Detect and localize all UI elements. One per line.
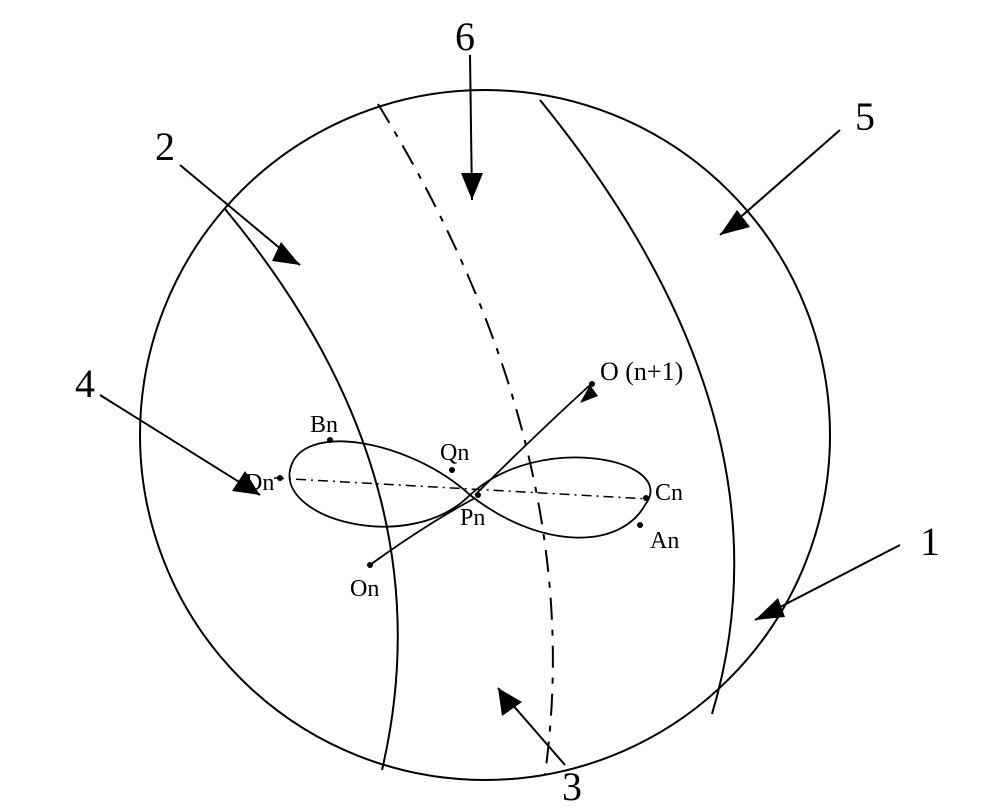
lbl-Cn: Cn — [655, 480, 683, 506]
point-labels: Bn Dn Qn Pn Cn An On O (n+1) — [245, 357, 683, 602]
arc-dashed — [378, 104, 553, 774]
callout-4: 4 — [75, 361, 260, 495]
lbl-On1: O (n+1) — [600, 357, 683, 386]
lbl-An: An — [650, 528, 679, 554]
callout-3: 3 — [498, 688, 582, 809]
callout-4-num: 4 — [75, 361, 95, 406]
lbl-Bn: Bn — [310, 412, 338, 438]
callout-1: 1 — [755, 519, 940, 620]
lbl-Pn: Pn — [460, 505, 485, 531]
callout-1-num: 1 — [920, 519, 940, 564]
lbl-Qn: Qn — [440, 440, 469, 466]
callout-6-arrow — [461, 173, 483, 200]
pt-On — [367, 562, 373, 568]
points-group — [277, 381, 649, 568]
callout-5-num: 5 — [855, 94, 875, 139]
callout-1-arrow — [755, 598, 785, 620]
callout-6: 6 — [455, 14, 483, 200]
callout-6-num: 6 — [455, 14, 475, 59]
callout-2-num: 2 — [155, 124, 175, 169]
pt-Dn — [277, 475, 283, 481]
pt-Pn — [475, 492, 481, 498]
diagram-svg: Bn Dn Qn Pn Cn An On O (n+1) 1 2 3 4 — [0, 0, 1000, 811]
callout-5: 5 — [720, 94, 875, 235]
pt-Qn — [449, 467, 455, 473]
callouts: 1 2 3 4 5 6 — [75, 14, 940, 809]
callout-2: 2 — [155, 124, 300, 265]
callout-4-line — [100, 395, 260, 495]
curve-center-to-on1 — [475, 385, 590, 495]
arrow-on1 — [580, 385, 598, 403]
pt-On1 — [589, 381, 595, 387]
main-circle — [140, 90, 830, 780]
pt-An — [637, 522, 643, 528]
callout-3-num: 3 — [562, 764, 582, 809]
arc-right — [540, 100, 734, 714]
lbl-On: On — [350, 576, 379, 602]
pt-Cn — [643, 495, 649, 501]
